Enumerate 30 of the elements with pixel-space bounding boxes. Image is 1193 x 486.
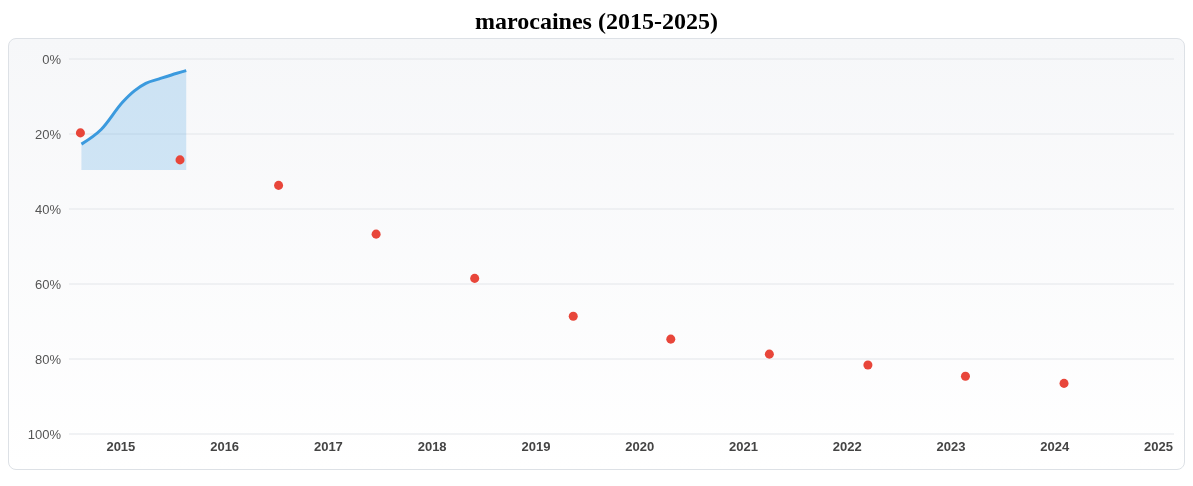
y-tick-label: 20% bbox=[34, 126, 62, 142]
x-tick-label: 2019 bbox=[521, 439, 551, 455]
x-tick-label: 2025 bbox=[1143, 439, 1173, 455]
x-tick-label: 2023 bbox=[936, 439, 966, 455]
point bbox=[960, 371, 970, 381]
point bbox=[470, 273, 480, 283]
chart-title: marocaines (2015-2025) bbox=[474, 8, 719, 36]
point bbox=[863, 360, 873, 370]
y-tick-label: 80% bbox=[34, 351, 62, 367]
y-tick-label: 100% bbox=[27, 426, 62, 442]
x-tick-label: 2015 bbox=[106, 439, 136, 455]
point bbox=[1059, 378, 1069, 388]
y-tick-label: 0% bbox=[42, 51, 62, 67]
x-tick-label: 2024 bbox=[1040, 439, 1070, 455]
x-tick-label: 2021 bbox=[728, 439, 758, 455]
y-tick-label: 60% bbox=[34, 276, 62, 292]
point bbox=[371, 229, 381, 239]
point bbox=[568, 311, 578, 321]
point bbox=[175, 155, 185, 165]
point bbox=[666, 334, 676, 344]
y-tick-label: 40% bbox=[34, 201, 62, 217]
point bbox=[274, 180, 284, 190]
point bbox=[764, 349, 774, 359]
x-tick-label: 2016 bbox=[210, 439, 240, 455]
x-tick-label: 2017 bbox=[313, 439, 343, 455]
line-series bbox=[79, 69, 188, 146]
point bbox=[75, 128, 85, 138]
x-tick-label: 2020 bbox=[625, 439, 655, 455]
x-tick-label: 2018 bbox=[417, 439, 447, 455]
x-tick-label: 2022 bbox=[832, 439, 862, 455]
